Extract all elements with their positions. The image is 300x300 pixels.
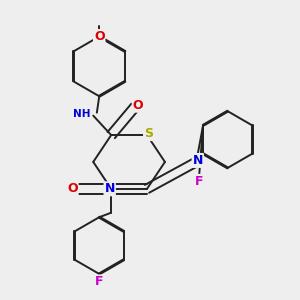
Text: NH: NH (73, 109, 90, 119)
Text: S: S (144, 127, 153, 140)
Text: O: O (133, 99, 143, 112)
Text: O: O (67, 182, 78, 195)
Text: N: N (193, 154, 203, 167)
Text: F: F (195, 175, 203, 188)
Text: N: N (104, 182, 115, 195)
Text: F: F (95, 275, 103, 289)
Text: O: O (94, 30, 104, 43)
